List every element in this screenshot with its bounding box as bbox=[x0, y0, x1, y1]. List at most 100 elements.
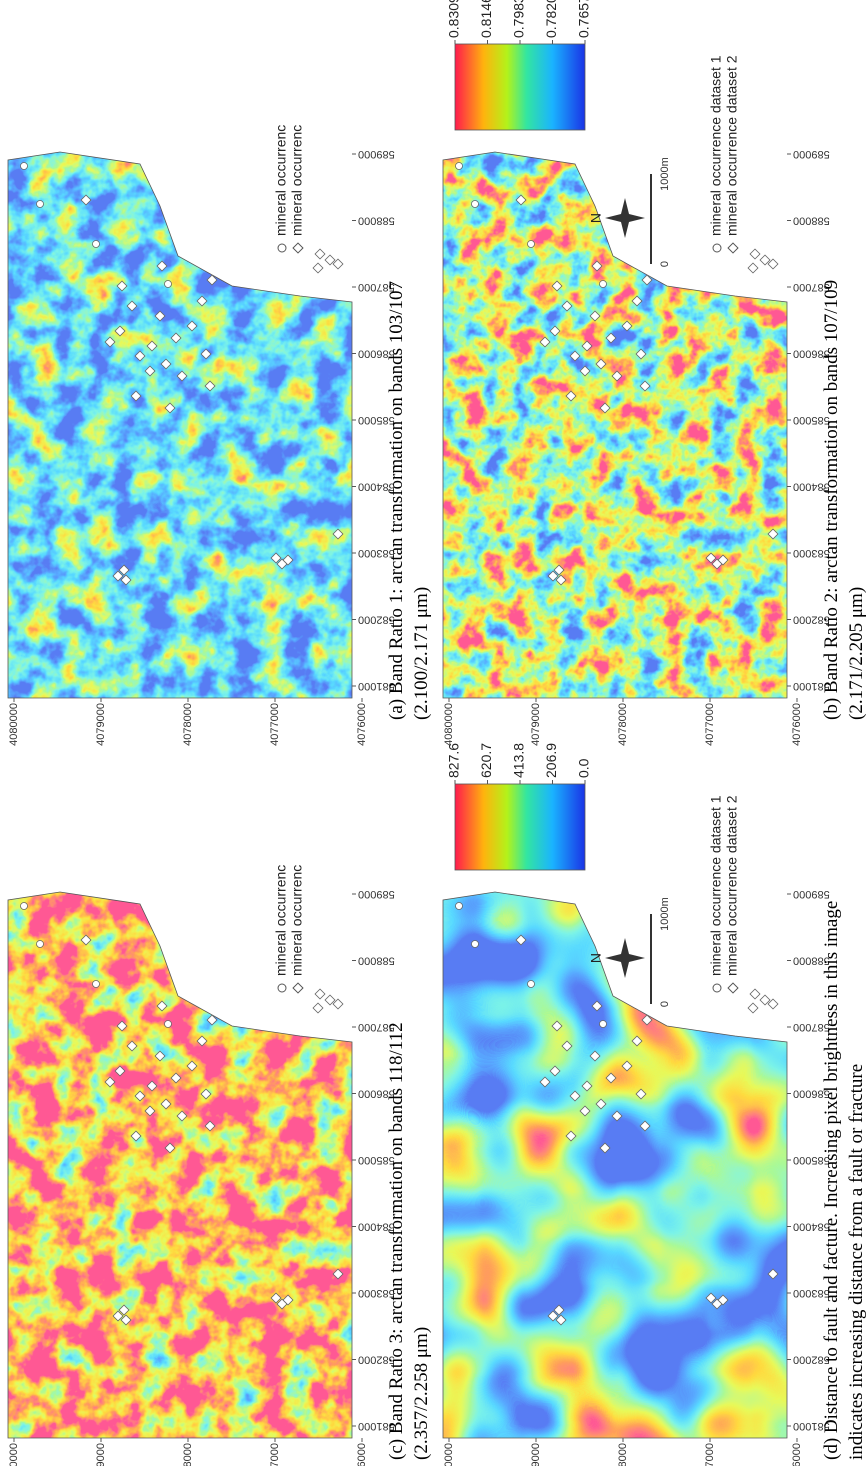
x-tick-label: 589000 bbox=[358, 888, 395, 900]
y-tick-label: 4077000 bbox=[704, 1443, 716, 1466]
map-raster bbox=[0, 136, 360, 706]
colorbar bbox=[455, 784, 585, 870]
map bbox=[0, 876, 360, 1446]
legend-label: mineral occurrenc bbox=[289, 125, 305, 236]
occurrence-circle bbox=[93, 241, 100, 248]
occurrence-circle bbox=[600, 281, 607, 288]
scale-label: 1000m bbox=[659, 157, 671, 191]
occurrence-diamond bbox=[748, 263, 758, 273]
legend-label: mineral occurrence dataset 1 bbox=[708, 55, 724, 236]
y-tick-label: 4080000 bbox=[443, 1443, 455, 1466]
x-tick-label: 588000 bbox=[793, 215, 830, 227]
y-tick-label: 4079000 bbox=[95, 703, 107, 746]
occurrence-diamond bbox=[750, 989, 760, 999]
y-tick-label: 4076000 bbox=[356, 1443, 368, 1466]
y-tick-label: 4077000 bbox=[269, 703, 281, 746]
map bbox=[435, 876, 795, 1446]
caption: (b) Band Ratio 2: arctan transformation … bbox=[821, 280, 842, 720]
legend-symbol bbox=[293, 983, 303, 993]
map-raster bbox=[435, 876, 795, 1446]
caption: (2.357/2.258 μm) bbox=[411, 1327, 432, 1460]
y-tick-label: 4079000 bbox=[530, 1443, 542, 1466]
caption: (c) Band Ratio 3: arctan transformation … bbox=[386, 1022, 407, 1460]
occurrence-circle bbox=[528, 241, 535, 248]
occurrence-circle bbox=[456, 903, 463, 910]
y-tick-label: 4078000 bbox=[617, 703, 629, 746]
y-tick-label: 4078000 bbox=[182, 1443, 194, 1466]
colorbar-label: 0.8146 bbox=[478, 0, 494, 38]
y-tick-label: 4078000 bbox=[617, 1443, 629, 1466]
figure: 4076000407700040780004079000408000058100… bbox=[0, 0, 867, 1466]
occurrence-circle bbox=[165, 281, 172, 288]
legend-label: mineral occurrence dataset 2 bbox=[724, 795, 740, 976]
legend-label: mineral occurrenc bbox=[273, 125, 289, 236]
occurrence-circle bbox=[456, 163, 463, 170]
caption: (2.100/2.171 μm) bbox=[411, 587, 432, 720]
y-tick-label: 4077000 bbox=[269, 1443, 281, 1466]
x-tick-label: 589000 bbox=[793, 148, 830, 160]
y-tick-label: 4076000 bbox=[791, 1443, 803, 1466]
x-tick-label: 589000 bbox=[358, 148, 395, 160]
scale-label: 0 bbox=[659, 261, 671, 267]
panel: 4076000407700040780004079000408000058100… bbox=[435, 743, 867, 1466]
y-tick-label: 4076000 bbox=[791, 703, 803, 746]
legend-symbol bbox=[278, 984, 286, 992]
colorbar-label: 413.8 bbox=[511, 743, 527, 778]
caption: (a) Band Ratio 1: arctan transformation … bbox=[386, 281, 407, 720]
colorbar-label: 0.0 bbox=[576, 758, 592, 778]
colorbar bbox=[455, 44, 585, 130]
caption: (2.171/2.205 μm) bbox=[846, 587, 867, 720]
legend-symbol bbox=[713, 984, 721, 992]
x-tick-label: 589000 bbox=[793, 888, 830, 900]
panel: 4076000407700040780004079000408000058100… bbox=[0, 125, 432, 746]
scale-label: 1000m bbox=[659, 897, 671, 931]
legend-label: mineral occurrenc bbox=[273, 865, 289, 976]
legend-label: mineral occurrence dataset 2 bbox=[724, 55, 740, 236]
occurrence-diamond bbox=[313, 1003, 323, 1013]
north-arrow bbox=[605, 938, 645, 978]
map-raster bbox=[435, 136, 795, 706]
north-label: N bbox=[588, 953, 604, 963]
y-tick-label: 4079000 bbox=[530, 703, 542, 746]
legend-label: mineral occurrence dataset 1 bbox=[708, 795, 724, 976]
caption: indicates increasing distance from a fau… bbox=[846, 1064, 867, 1460]
y-tick-label: 4080000 bbox=[443, 703, 455, 746]
colorbar-label: 0.7983 bbox=[511, 0, 527, 38]
y-tick-label: 4080000 bbox=[8, 1443, 20, 1466]
panel: 4076000407700040780004079000408000058100… bbox=[435, 0, 867, 746]
occurrence-circle bbox=[600, 1021, 607, 1028]
occurrence-diamond bbox=[748, 1003, 758, 1013]
y-tick-label: 4076000 bbox=[356, 703, 368, 746]
occurrence-circle bbox=[37, 201, 44, 208]
colorbar-label: 0.8309 bbox=[446, 0, 462, 38]
occurrence-circle bbox=[21, 163, 28, 170]
occurrence-circle bbox=[472, 201, 479, 208]
legend-symbol bbox=[293, 243, 303, 253]
occurrence-diamond bbox=[315, 989, 325, 999]
rotated-figure: 4076000407700040780004079000408000058100… bbox=[0, 0, 867, 1466]
y-tick-label: 4077000 bbox=[704, 703, 716, 746]
colorbar-label: 206.9 bbox=[543, 743, 559, 778]
panel: 4076000407700040780004079000408000058100… bbox=[0, 865, 432, 1466]
colorbar-label: 0.7657 bbox=[576, 0, 592, 38]
legend-symbol bbox=[713, 244, 721, 252]
occurrence-diamond bbox=[315, 249, 325, 259]
legend-symbol bbox=[728, 983, 738, 993]
x-tick-label: 588000 bbox=[358, 215, 395, 227]
colorbar-label: 827.6 bbox=[446, 743, 462, 778]
occurrence-circle bbox=[528, 981, 535, 988]
legend-symbol bbox=[278, 244, 286, 252]
legend-label: mineral occurrenc bbox=[289, 865, 305, 976]
y-tick-label: 4079000 bbox=[95, 1443, 107, 1466]
occurrence-circle bbox=[21, 903, 28, 910]
occurrence-circle bbox=[93, 981, 100, 988]
map bbox=[435, 136, 795, 706]
north-label: N bbox=[588, 213, 604, 223]
map-raster bbox=[0, 876, 360, 1446]
colorbar-label: 620.7 bbox=[478, 743, 494, 778]
legend-symbol bbox=[728, 243, 738, 253]
colorbar-label: 0.7820 bbox=[543, 0, 559, 38]
north-arrow bbox=[605, 198, 645, 238]
occurrence-diamond bbox=[313, 263, 323, 273]
map bbox=[0, 136, 360, 706]
